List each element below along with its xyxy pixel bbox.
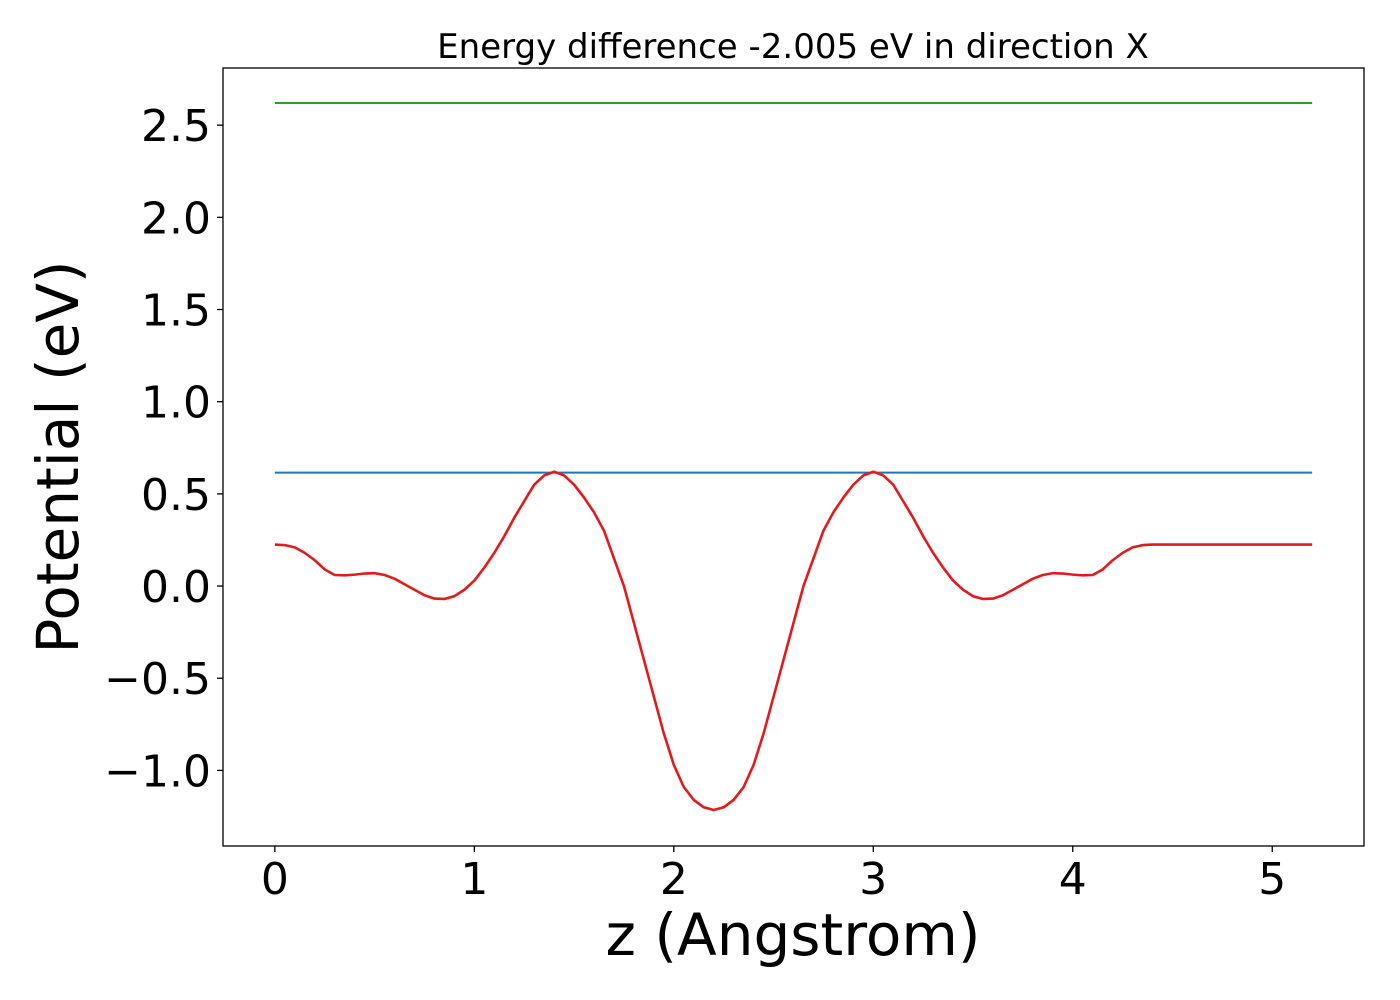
x-axis-label: z (Angstrom) (606, 901, 981, 969)
x-tick-label: 4 (1059, 854, 1087, 905)
x-tick-label: 0 (261, 854, 289, 905)
x-tick-label: 5 (1258, 854, 1286, 905)
y-tick-label: −1.0 (104, 746, 211, 797)
plot-frame (222, 67, 1365, 847)
y-axis-label: Potential (eV) (24, 260, 92, 653)
y-tick-label: 0.5 (141, 470, 211, 521)
y-axis: −1.0 −0.5 0.0 0.5 1.0 1.5 2.0 2.5 (104, 101, 223, 797)
series-layer (274, 102, 1313, 812)
x-tick-label: 2 (660, 854, 688, 905)
x-axis: 0 1 2 3 4 5 (261, 846, 1286, 905)
chart-title: Energy difference -2.005 eV in direction… (437, 27, 1149, 67)
y-tick-label: 2.5 (141, 101, 211, 152)
y-tick-label: 0.0 (141, 562, 211, 613)
x-tick-label: 1 (460, 854, 488, 905)
y-tick-label: −0.5 (104, 654, 211, 705)
y-tick-label: 1.5 (141, 286, 211, 337)
y-tick-label: 2.0 (141, 193, 211, 244)
y-tick-label: 1.0 (141, 378, 211, 429)
series-line-2 (274, 470, 1313, 812)
x-tick-label: 3 (859, 854, 887, 905)
